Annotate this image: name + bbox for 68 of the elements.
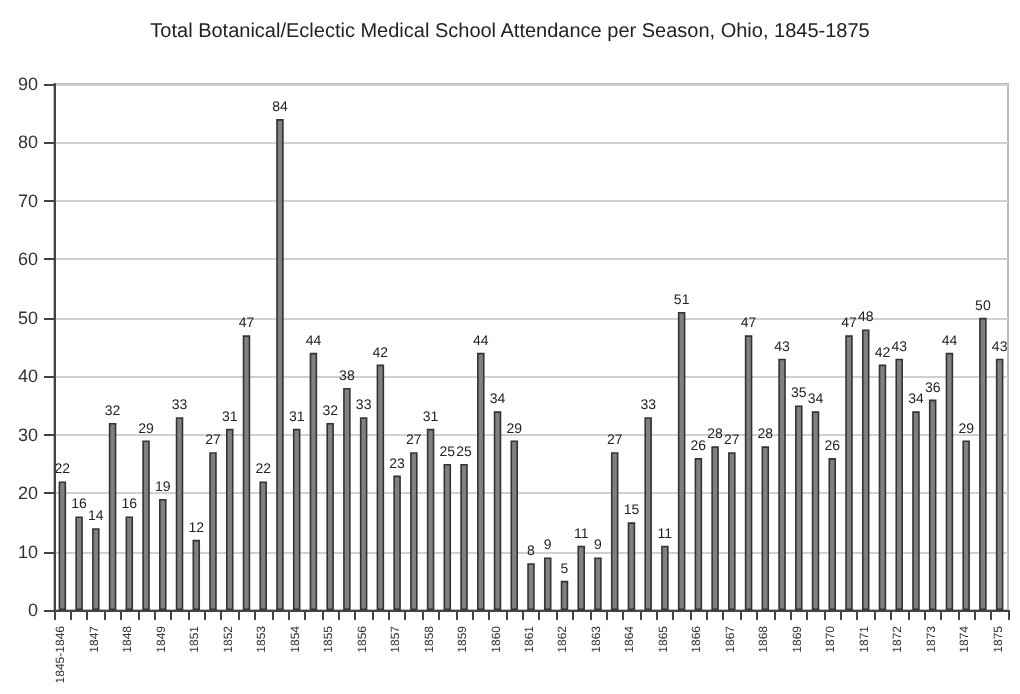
bar (343, 387, 351, 610)
bar (309, 352, 318, 610)
bar (744, 335, 753, 610)
bar (192, 539, 201, 610)
bar (359, 417, 368, 610)
bar (644, 417, 652, 610)
bar (493, 411, 502, 610)
bar (477, 352, 485, 610)
y-tick-label: 90 (17, 74, 38, 94)
y-tick-label: 20 (17, 483, 38, 504)
y-tick-label: 80 (17, 132, 38, 153)
bar (828, 458, 837, 610)
bar (209, 452, 217, 610)
bar (410, 452, 418, 610)
bar (962, 440, 970, 610)
bar (560, 580, 569, 610)
bar (677, 311, 686, 610)
bar (292, 428, 301, 610)
bar (175, 417, 184, 610)
bar (159, 498, 167, 610)
bar (778, 358, 786, 610)
bar (58, 481, 67, 610)
y-tick-label: 10 (17, 541, 38, 562)
bar (661, 545, 669, 610)
y-tick-label: 40 (17, 366, 38, 387)
bar (75, 516, 83, 610)
bar (761, 446, 770, 610)
bar (225, 428, 234, 610)
y-tick-label: 30 (17, 424, 38, 445)
bar (878, 364, 887, 610)
bar (979, 317, 987, 610)
y-tick-label: 60 (17, 249, 38, 270)
bar (610, 452, 619, 610)
bar (577, 545, 585, 610)
bar (728, 452, 736, 610)
bar (376, 364, 385, 610)
y-tick-label: 70 (17, 190, 38, 211)
bar (694, 458, 703, 610)
bar (912, 411, 920, 610)
bar (861, 329, 870, 610)
bar (845, 335, 853, 610)
bar (426, 428, 435, 610)
bar (326, 422, 334, 610)
y-tick-label: 0 (27, 600, 38, 620)
bar (393, 475, 401, 610)
bar (242, 335, 251, 610)
bar (527, 563, 535, 610)
bar (945, 352, 954, 610)
bar (811, 411, 820, 610)
bar (259, 481, 267, 610)
bar (543, 557, 552, 610)
bar (895, 358, 903, 610)
bar (92, 528, 100, 610)
bar (594, 557, 602, 610)
bar (928, 399, 937, 610)
bar (627, 522, 636, 610)
y-tick-label: 50 (17, 307, 38, 328)
bar (460, 463, 468, 610)
bar (276, 119, 284, 610)
chart-title: Total Botanical/Eclectic Medical School Attendance per Season, Ohio, 1845-1875 (150, 21, 871, 43)
bar (125, 516, 134, 610)
bar (142, 440, 150, 610)
bar (995, 358, 1004, 610)
bar (795, 405, 803, 610)
bar (108, 422, 117, 610)
bar (443, 463, 452, 610)
bar (510, 440, 519, 610)
bar (711, 446, 719, 610)
